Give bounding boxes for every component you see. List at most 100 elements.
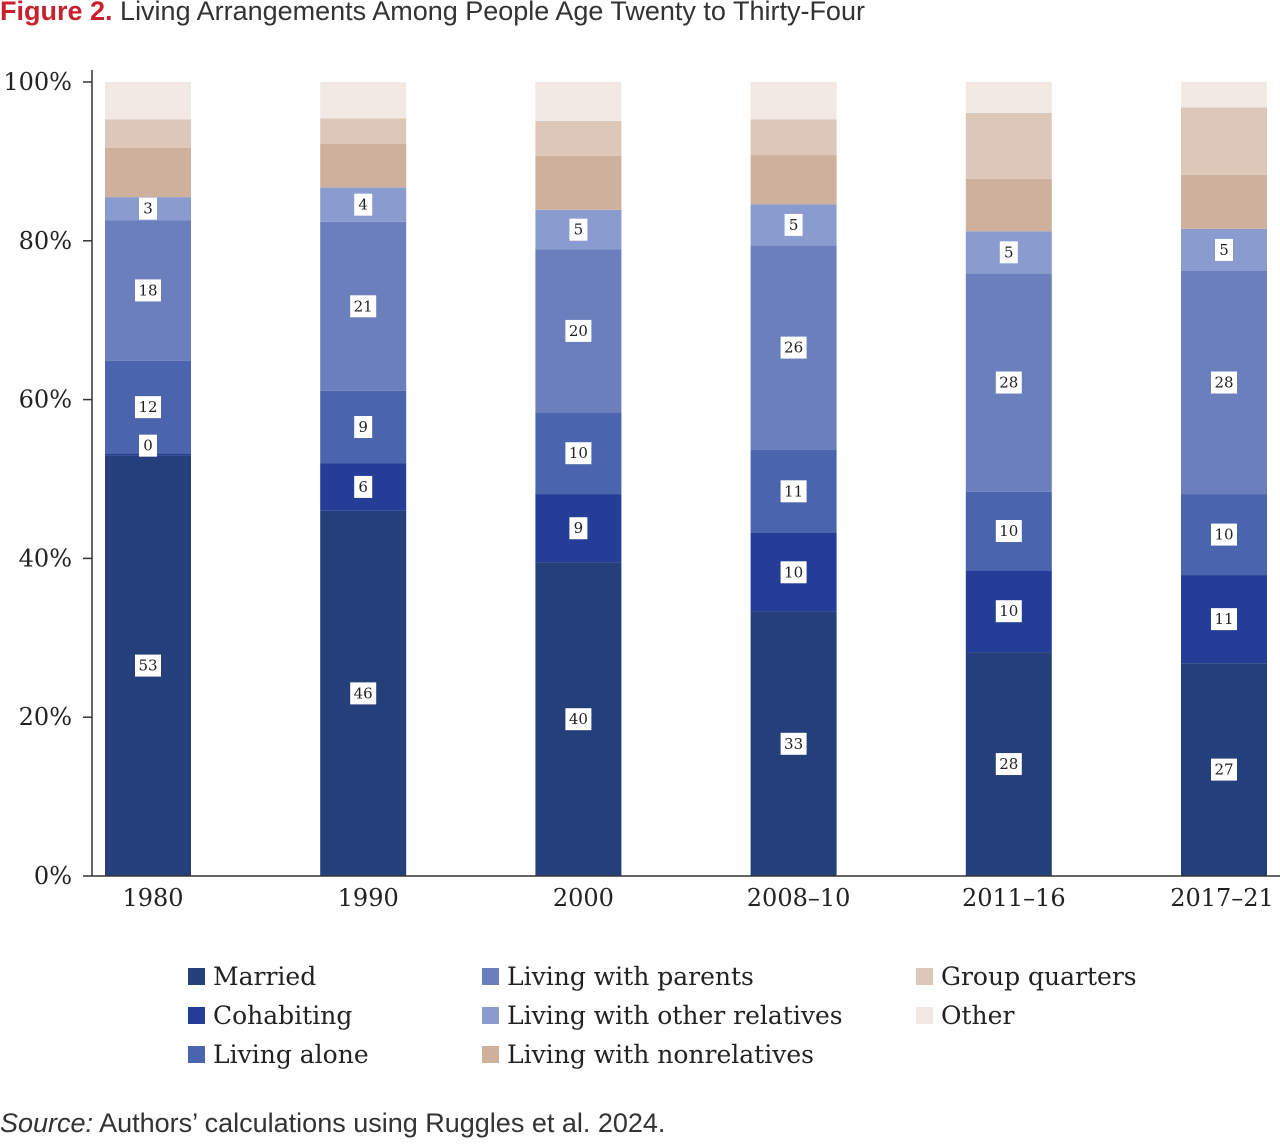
data-label-box — [354, 415, 373, 438]
legend-item-living-alone: Living alone — [188, 1040, 369, 1069]
data-label: 10 — [1214, 526, 1233, 544]
data-label: 28 — [999, 374, 1018, 392]
data-label-box — [780, 732, 807, 755]
x-tick-label: 2017–21 — [1170, 884, 1274, 912]
data-label: 28 — [1214, 374, 1233, 392]
legend-item-group-quarters: Group quarters — [916, 962, 1137, 991]
data-label-box — [135, 654, 161, 677]
data-label: 10 — [569, 444, 588, 462]
bar-segment-living-with-nonrelatives — [1181, 174, 1267, 229]
bar-segment-other — [105, 82, 191, 120]
bar-segment-other — [320, 82, 407, 119]
legend-item-other: Other — [916, 1001, 1014, 1030]
data-label: 20 — [569, 322, 588, 340]
data-label: 40 — [569, 710, 588, 728]
data-label-box — [135, 396, 161, 419]
data-label-box — [1211, 608, 1237, 631]
data-label: 53 — [138, 657, 157, 675]
bar-segment-group-quarters — [320, 118, 407, 144]
bar-segment-group-quarters — [750, 119, 837, 156]
data-label-box — [565, 708, 592, 731]
data-label-box — [354, 193, 373, 216]
legend-label: Living with nonrelatives — [507, 1040, 814, 1069]
legend-item-living-with-parents: Living with parents — [482, 962, 754, 991]
data-label-box — [995, 600, 1022, 623]
data-label-box — [995, 520, 1022, 543]
legend-item-living-with-nonrelatives: Living with nonrelatives — [482, 1040, 814, 1069]
source-text: Authors’ calculations using Ruggles et a… — [99, 1108, 666, 1138]
legend-item-cohabiting: Cohabiting — [188, 1001, 352, 1030]
stacked-bar-chart: 53 0 12 18 3 46 6 9 21 4 40 9 10 20 5 33 10 11 26 5 28 10 10 28… — [3, 68, 1280, 912]
y-tick-label: 0% — [34, 862, 72, 890]
data-label-box — [780, 480, 807, 503]
bar-segment-group-quarters — [105, 119, 191, 148]
data-label-box — [565, 442, 592, 465]
data-label: 12 — [138, 398, 157, 416]
source-note: Source: Authors’ calculations using Rugg… — [0, 1108, 665, 1139]
data-label: 10 — [999, 602, 1018, 620]
y-tick-label: 80% — [19, 227, 72, 255]
data-label: 5 — [1004, 243, 1014, 261]
figure-title-text: Living Arrangements Among People Age Twe… — [120, 0, 865, 26]
bar-segment-other — [535, 82, 622, 121]
data-label-box — [999, 241, 1018, 264]
data-label: 18 — [138, 281, 157, 299]
data-label: 10 — [784, 563, 803, 581]
data-label: 11 — [1214, 610, 1233, 628]
data-label-box — [350, 682, 377, 705]
data-label: 28 — [999, 755, 1018, 773]
data-label: 27 — [1214, 761, 1233, 779]
legend-swatch — [188, 968, 205, 985]
data-label-box — [135, 279, 161, 302]
legend-swatch — [188, 1046, 205, 1063]
bar-segment-group-quarters — [965, 112, 1052, 179]
bar-segment-living-with-nonrelatives — [750, 155, 837, 205]
figure-title: Figure 2. Living Arrangements Among Peop… — [0, 0, 865, 27]
data-label-box — [569, 218, 588, 241]
legend-label: Married — [213, 962, 317, 991]
data-label-box — [139, 434, 157, 457]
data-label: 6 — [358, 478, 368, 496]
bar-segment-group-quarters — [535, 120, 622, 156]
data-label: 9 — [574, 519, 584, 537]
x-tick-label: 2000 — [553, 884, 614, 912]
data-label-box — [350, 295, 377, 318]
bar-segment-other — [750, 82, 837, 120]
data-label: 4 — [358, 196, 368, 214]
data-label-box — [995, 753, 1022, 776]
bar-segment-living-with-nonrelatives — [320, 143, 407, 188]
y-tick-label: 100% — [3, 68, 72, 96]
legend-swatch — [916, 1007, 933, 1024]
data-label-box — [780, 336, 807, 359]
data-label: 0 — [143, 437, 153, 455]
x-tick-label: 1990 — [338, 884, 399, 912]
bar-segment-other — [965, 82, 1052, 113]
data-label-box — [1215, 238, 1233, 261]
legend-swatch — [482, 968, 499, 985]
data-label-box — [780, 561, 807, 584]
source-label: Source: — [0, 1108, 94, 1138]
x-tick-label: 2011–16 — [962, 884, 1066, 912]
chart-legend: Married Cohabiting Living alone Living with… — [188, 962, 1188, 1082]
legend-swatch — [482, 1046, 499, 1063]
data-label: 9 — [358, 418, 368, 436]
legend-label: Cohabiting — [213, 1001, 353, 1030]
data-label-box — [995, 371, 1022, 394]
x-tick-label: 1980 — [122, 884, 183, 912]
data-label: 46 — [354, 684, 373, 702]
data-label-box — [784, 213, 803, 236]
legend-label: Living with parents — [507, 962, 754, 991]
legend-item-living-with-other-relatives: Living with other relatives — [482, 1001, 843, 1030]
legend-item-married: Married — [188, 962, 316, 991]
legend-label: Group quarters — [941, 962, 1137, 991]
data-label-box — [565, 319, 592, 342]
data-label: 5 — [1219, 241, 1229, 259]
y-tick-label: 20% — [19, 703, 72, 731]
data-label-box — [139, 197, 157, 220]
data-label: 26 — [784, 339, 803, 357]
legend-label: Other — [941, 1001, 1015, 1030]
data-label: 5 — [574, 221, 584, 239]
legend-label: Living alone — [213, 1040, 369, 1069]
bar-segment-living-with-nonrelatives — [535, 155, 622, 210]
bar-segment-living-with-nonrelatives — [965, 178, 1052, 232]
